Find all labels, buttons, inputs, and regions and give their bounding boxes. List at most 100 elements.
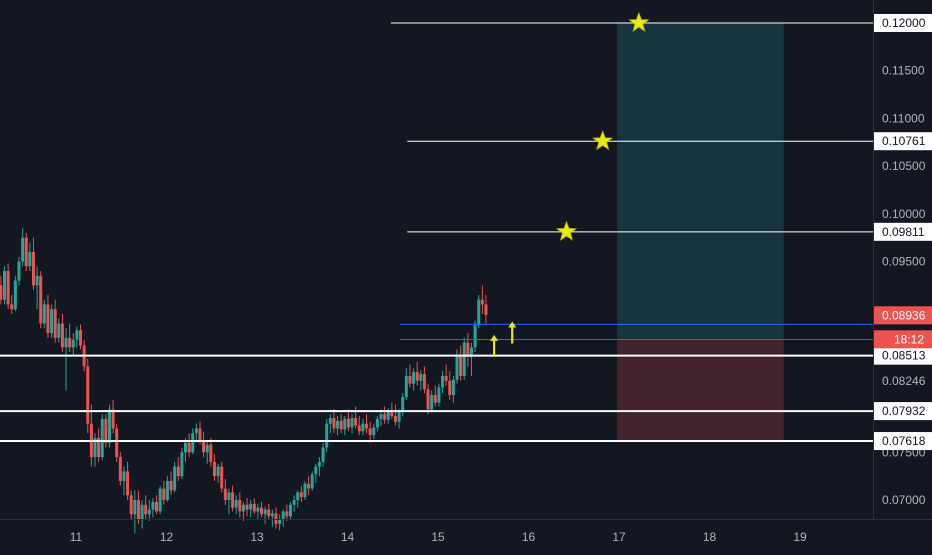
price-label-box xyxy=(874,346,932,365)
candle-body xyxy=(281,511,285,520)
price-label: 0.10761 xyxy=(882,134,926,148)
candle-body xyxy=(158,488,162,512)
candle-body xyxy=(408,375,412,384)
candle-body xyxy=(346,418,350,428)
target-star-icon xyxy=(555,220,578,241)
candlesticks xyxy=(0,228,488,534)
horizontal-lines xyxy=(0,22,873,443)
price-label: 0.09811 xyxy=(882,225,925,239)
candle-body xyxy=(249,503,253,510)
candle-body xyxy=(397,411,401,422)
price-label: 0.08246 xyxy=(882,374,926,388)
candle-body xyxy=(448,380,452,396)
candle-body xyxy=(6,271,10,305)
x-tick-label: 14 xyxy=(341,530,355,544)
candle-body xyxy=(343,418,347,430)
candle-body xyxy=(310,474,314,489)
candle-body xyxy=(307,483,311,489)
candle-body xyxy=(129,495,133,515)
candle-body xyxy=(437,387,441,403)
candle-body xyxy=(462,342,466,376)
candle-body xyxy=(321,447,325,462)
x-tick-label: 12 xyxy=(160,530,174,544)
candle-body xyxy=(419,374,423,381)
candle-body xyxy=(216,466,220,477)
candle-body xyxy=(393,416,397,422)
candle-body xyxy=(136,500,140,520)
candle-body xyxy=(144,504,148,515)
candle-body xyxy=(46,304,50,334)
candle-body xyxy=(107,409,111,443)
candle-body xyxy=(53,309,57,338)
candle-body xyxy=(28,251,32,267)
price-label: 0.07932 xyxy=(882,404,926,418)
candle-body xyxy=(404,375,408,397)
candle-body xyxy=(267,509,271,517)
candle-body xyxy=(234,500,238,508)
candle-body xyxy=(39,275,43,324)
candle-body xyxy=(278,519,282,524)
candle-body xyxy=(252,503,256,512)
price-label-box xyxy=(874,432,932,451)
y-tick-label: 0.09500 xyxy=(882,255,926,269)
candle-body xyxy=(459,354,463,376)
price-label: 0.08513 xyxy=(882,349,926,363)
candle-body xyxy=(118,457,122,481)
candle-body xyxy=(212,461,216,477)
annotations xyxy=(490,11,650,357)
candle-body xyxy=(220,466,224,489)
candle-body xyxy=(64,337,68,348)
candle-body xyxy=(285,511,289,517)
candle-body xyxy=(198,428,202,441)
candle-body xyxy=(93,437,97,458)
candle-body xyxy=(292,500,296,505)
candle-body xyxy=(50,309,54,334)
candle-body xyxy=(303,483,307,498)
candle-body xyxy=(155,501,159,512)
candle-body xyxy=(375,418,379,428)
candle-body xyxy=(57,323,61,338)
candle-body xyxy=(430,395,434,410)
candle-body xyxy=(133,500,137,515)
candle-body xyxy=(31,251,35,286)
candle-body xyxy=(202,440,206,453)
candle-body xyxy=(444,375,448,381)
target-star-icon xyxy=(628,11,650,33)
candle-body xyxy=(260,507,264,515)
candle-body xyxy=(68,337,72,348)
candle-body xyxy=(466,342,470,357)
candle-body xyxy=(223,488,227,500)
candle-body xyxy=(441,375,445,388)
candle-body xyxy=(477,299,481,326)
candle-body xyxy=(455,354,459,380)
candle-body xyxy=(361,423,365,432)
candle-body xyxy=(339,420,343,430)
candle-body xyxy=(422,374,426,390)
candle-body xyxy=(3,271,7,300)
candle-body xyxy=(245,504,249,510)
candle-body xyxy=(368,428,372,436)
candle-body xyxy=(390,412,394,417)
x-tick-label: 16 xyxy=(522,530,536,544)
candle-body xyxy=(184,442,188,453)
candle-body xyxy=(140,504,144,520)
x-tick-label: 18 xyxy=(703,530,717,544)
candle-body xyxy=(473,325,477,348)
candle-body xyxy=(191,433,195,453)
y-tick-label: 0.11000 xyxy=(882,111,925,125)
y-tick-label: 0.11500 xyxy=(882,64,925,78)
candle-body xyxy=(209,444,213,462)
price-label-box xyxy=(874,222,932,241)
candle-body xyxy=(296,492,300,500)
candle-body xyxy=(231,492,235,508)
candle-body xyxy=(75,330,79,340)
candle-body xyxy=(480,299,484,305)
candle-body xyxy=(173,466,177,491)
candle-body xyxy=(357,425,361,432)
y-tick-label: 0.07000 xyxy=(882,493,926,507)
candle-body xyxy=(176,466,180,477)
x-tick-label: 15 xyxy=(431,530,445,544)
